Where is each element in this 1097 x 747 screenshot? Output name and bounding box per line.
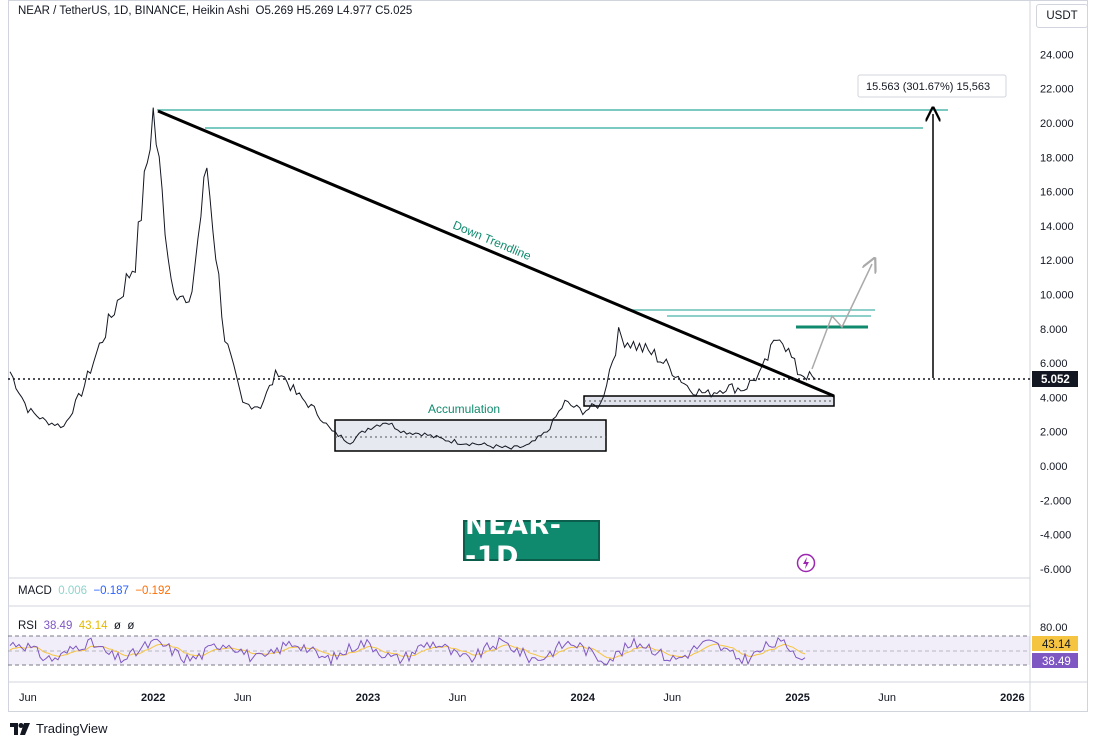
time-axis-label: Jun xyxy=(449,692,467,704)
time-axis-label: Jun xyxy=(19,692,37,704)
ohlc-open: O5.269 xyxy=(255,5,294,17)
time-axis: Jun 2022 Jun 2023 Jun 2024 Jun 2025 Jun 2026 xyxy=(19,692,1025,704)
near-1d-text: NEAR--1D xyxy=(465,509,562,572)
rsi-ma-badge xyxy=(1032,636,1078,651)
measure-label-box xyxy=(857,74,1007,98)
price-axis-label: 22.000 xyxy=(1040,84,1074,96)
currency-selector[interactable]: USDT xyxy=(1036,4,1088,28)
rsi-legend[interactable]: RSI 38.49 43.14 ø ø xyxy=(18,620,134,632)
price-axis-label: 0.000 xyxy=(1040,461,1068,473)
symbol-title: NEAR / TetherUS, 1D, BINANCE, Heikin Ash… xyxy=(18,5,250,17)
footer[interactable]: TradingView xyxy=(10,721,108,736)
time-axis-label: 2025 xyxy=(785,692,809,704)
lightning-glyph xyxy=(803,557,809,569)
price-axis-label: 10.000 xyxy=(1040,290,1074,302)
down-trendline xyxy=(157,109,835,398)
chart-frame xyxy=(8,0,1088,712)
macd-legend[interactable]: MACD 0.006 −0.187 −0.192 xyxy=(18,585,171,597)
symbol-header: NEAR / TetherUS, 1D, BINANCE, Heikin Ash… xyxy=(18,5,412,17)
rsi-line xyxy=(9,636,806,666)
macd-signal-value: −0.192 xyxy=(135,585,171,597)
tradingview-logo-icon xyxy=(10,722,30,735)
rsi-label: RSI xyxy=(18,620,38,632)
time-axis-label: 2024 xyxy=(571,692,596,704)
price-axis-label: 20.000 xyxy=(1040,118,1074,130)
time-axis-label: Jun xyxy=(878,692,896,704)
rsi-extra-2: ø xyxy=(127,620,135,632)
time-axis-label: Jun xyxy=(663,692,681,704)
accumulation-zone xyxy=(334,419,607,452)
currency-label: USDT xyxy=(1046,10,1078,22)
price-axis-label: 12.000 xyxy=(1040,255,1074,267)
last-price-badge xyxy=(1032,371,1078,387)
time-axis-label: 2023 xyxy=(356,692,380,704)
near-1d-badge: NEAR--1D xyxy=(463,510,600,572)
price-axis-label: 6.000 xyxy=(1040,358,1068,370)
rsi-axis-top: 80.00 xyxy=(1040,622,1068,634)
price-axis: 24.000 22.000 20.000 18.000 16.000 14.000 12.0… xyxy=(1040,49,1074,576)
time-axis-label: 2026 xyxy=(1000,692,1024,704)
price-axis-label: -2.000 xyxy=(1040,495,1071,507)
price-axis-label: 14.000 xyxy=(1040,221,1074,233)
macd-label: MACD xyxy=(18,585,52,597)
price-axis-label: -6.000 xyxy=(1040,564,1071,576)
rsi-badge-text: 38.49 xyxy=(1042,656,1071,668)
ohlc-low: L4.977 xyxy=(336,5,372,17)
measure-label: 15.563 (301.67%) 15,563 xyxy=(866,81,990,93)
price-axis-label: -4.000 xyxy=(1040,530,1071,542)
rsi-value: 38.49 xyxy=(43,620,73,632)
last-price-text: 5.052 xyxy=(1041,374,1070,386)
time-axis-label: Jun xyxy=(234,692,252,704)
macd-hist-value: 0.006 xyxy=(58,585,88,597)
price-axis-label: 24.000 xyxy=(1040,49,1074,61)
rsi-ma-value: 43.14 xyxy=(78,620,108,632)
price-axis-label: 18.000 xyxy=(1040,152,1074,164)
price-axis-label: 8.000 xyxy=(1040,324,1068,336)
accumulation-label: Accumulation xyxy=(428,402,500,416)
macd-line-value: −0.187 xyxy=(93,585,129,597)
ohlc-close: C5.025 xyxy=(375,5,413,17)
price-axis-label: 4.000 xyxy=(1040,392,1068,404)
projection-arrow xyxy=(811,264,872,370)
lightning-icon[interactable] xyxy=(796,553,816,573)
rsi-extra-1: ø xyxy=(113,620,121,632)
price-axis-label: 16.000 xyxy=(1040,187,1074,199)
footer-brand: TradingView xyxy=(36,721,108,736)
ohlc-high: H5.269 xyxy=(296,5,334,17)
rsi-ma-badge-text: 43.14 xyxy=(1042,639,1071,651)
price-line xyxy=(9,107,816,450)
time-axis-label: 2022 xyxy=(141,692,165,704)
price-axis-label: 2.000 xyxy=(1040,427,1068,439)
rsi-badge xyxy=(1032,653,1078,668)
